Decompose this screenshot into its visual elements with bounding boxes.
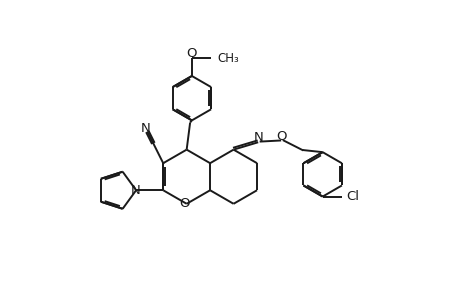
- Text: O: O: [187, 47, 197, 60]
- Text: N: N: [141, 122, 151, 135]
- Text: Cl: Cl: [346, 190, 359, 203]
- Text: O: O: [180, 197, 190, 210]
- Text: O: O: [276, 130, 287, 143]
- Text: CH₃: CH₃: [217, 52, 239, 65]
- Text: N: N: [131, 184, 141, 197]
- Text: N: N: [254, 131, 264, 144]
